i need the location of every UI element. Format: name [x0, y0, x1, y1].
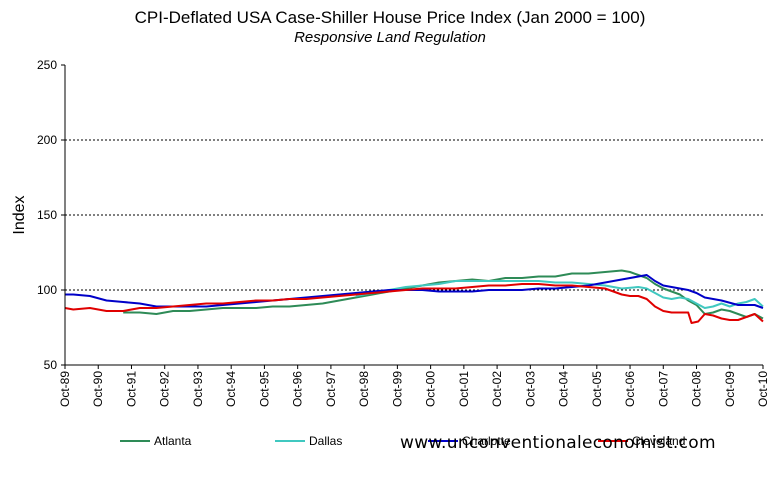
x-tick-label: Oct-09	[723, 371, 737, 407]
legend-swatch	[120, 440, 150, 442]
legend-item-cleveland: Cleveland	[598, 433, 685, 449]
y-tick-label: 50	[44, 358, 58, 372]
y-axis-label: Index	[11, 195, 28, 234]
series-line-cleveland	[64, 283, 764, 324]
legend-item-atlanta: Atlanta	[120, 433, 191, 449]
chart-title: CPI-Deflated USA Case-Shiller House Pric…	[134, 8, 646, 27]
y-tick-label: 250	[37, 58, 57, 72]
x-tick-label: Oct-04	[557, 371, 571, 407]
x-tick-label: Oct-06	[623, 371, 637, 407]
series-lines	[64, 269, 764, 324]
x-tick-label: Oct-99	[390, 371, 404, 407]
legend-swatch	[428, 440, 458, 442]
chart-subtitle: Responsive Land Regulation	[294, 29, 486, 46]
x-tick-label: Oct-95	[257, 371, 271, 407]
x-tick-label: Oct-10	[756, 371, 770, 407]
legend-label: Atlanta	[154, 434, 192, 448]
x-tick-label: Oct-08	[690, 371, 704, 407]
x-tick-label: Oct-91	[124, 371, 138, 407]
x-tick-label: Oct-98	[357, 371, 371, 407]
legend-label: Cleveland	[632, 434, 686, 448]
x-tick-label: Oct-92	[158, 371, 172, 407]
x-tick-label: Oct-90	[91, 371, 105, 407]
x-tick-label: Oct-03	[523, 371, 537, 407]
legend-item-charlotte: Charlotte	[428, 433, 511, 449]
x-tick-label: Oct-89	[58, 371, 72, 407]
x-tick-label: Oct-94	[224, 371, 238, 407]
y-tick-label: 100	[37, 283, 57, 297]
y-tick-label: 200	[37, 133, 57, 147]
legend-label: Dallas	[309, 434, 343, 448]
x-tick-label: Oct-07	[656, 371, 670, 407]
series-line-dallas	[355, 280, 764, 309]
grid-lines	[65, 139, 763, 291]
x-tick-label: Oct-93	[191, 371, 205, 407]
axes: 50 100 150 200 250 Oct-89 Oct-90 Oct-91 Oct-92 Oc…	[37, 58, 770, 407]
legend-item-dallas: Dallas	[275, 433, 342, 449]
x-tick-label: Oct-96	[291, 371, 305, 407]
legend-swatch	[275, 440, 305, 442]
source-credit: www.unconventionaleconomist.com	[400, 433, 716, 453]
x-tick-label: Oct-01	[457, 371, 471, 407]
legend-swatch	[598, 440, 628, 442]
series-line-atlanta	[123, 269, 764, 320]
x-tick-label: Oct-05	[590, 371, 604, 407]
legend-label: Charlotte	[462, 434, 511, 448]
y-tick-label: 150	[37, 208, 57, 222]
x-tick-label: Oct-00	[424, 371, 438, 407]
series-line-charlotte	[65, 274, 764, 309]
x-tick-label: Oct-02	[490, 371, 504, 407]
x-tick-label: Oct-97	[324, 371, 338, 407]
